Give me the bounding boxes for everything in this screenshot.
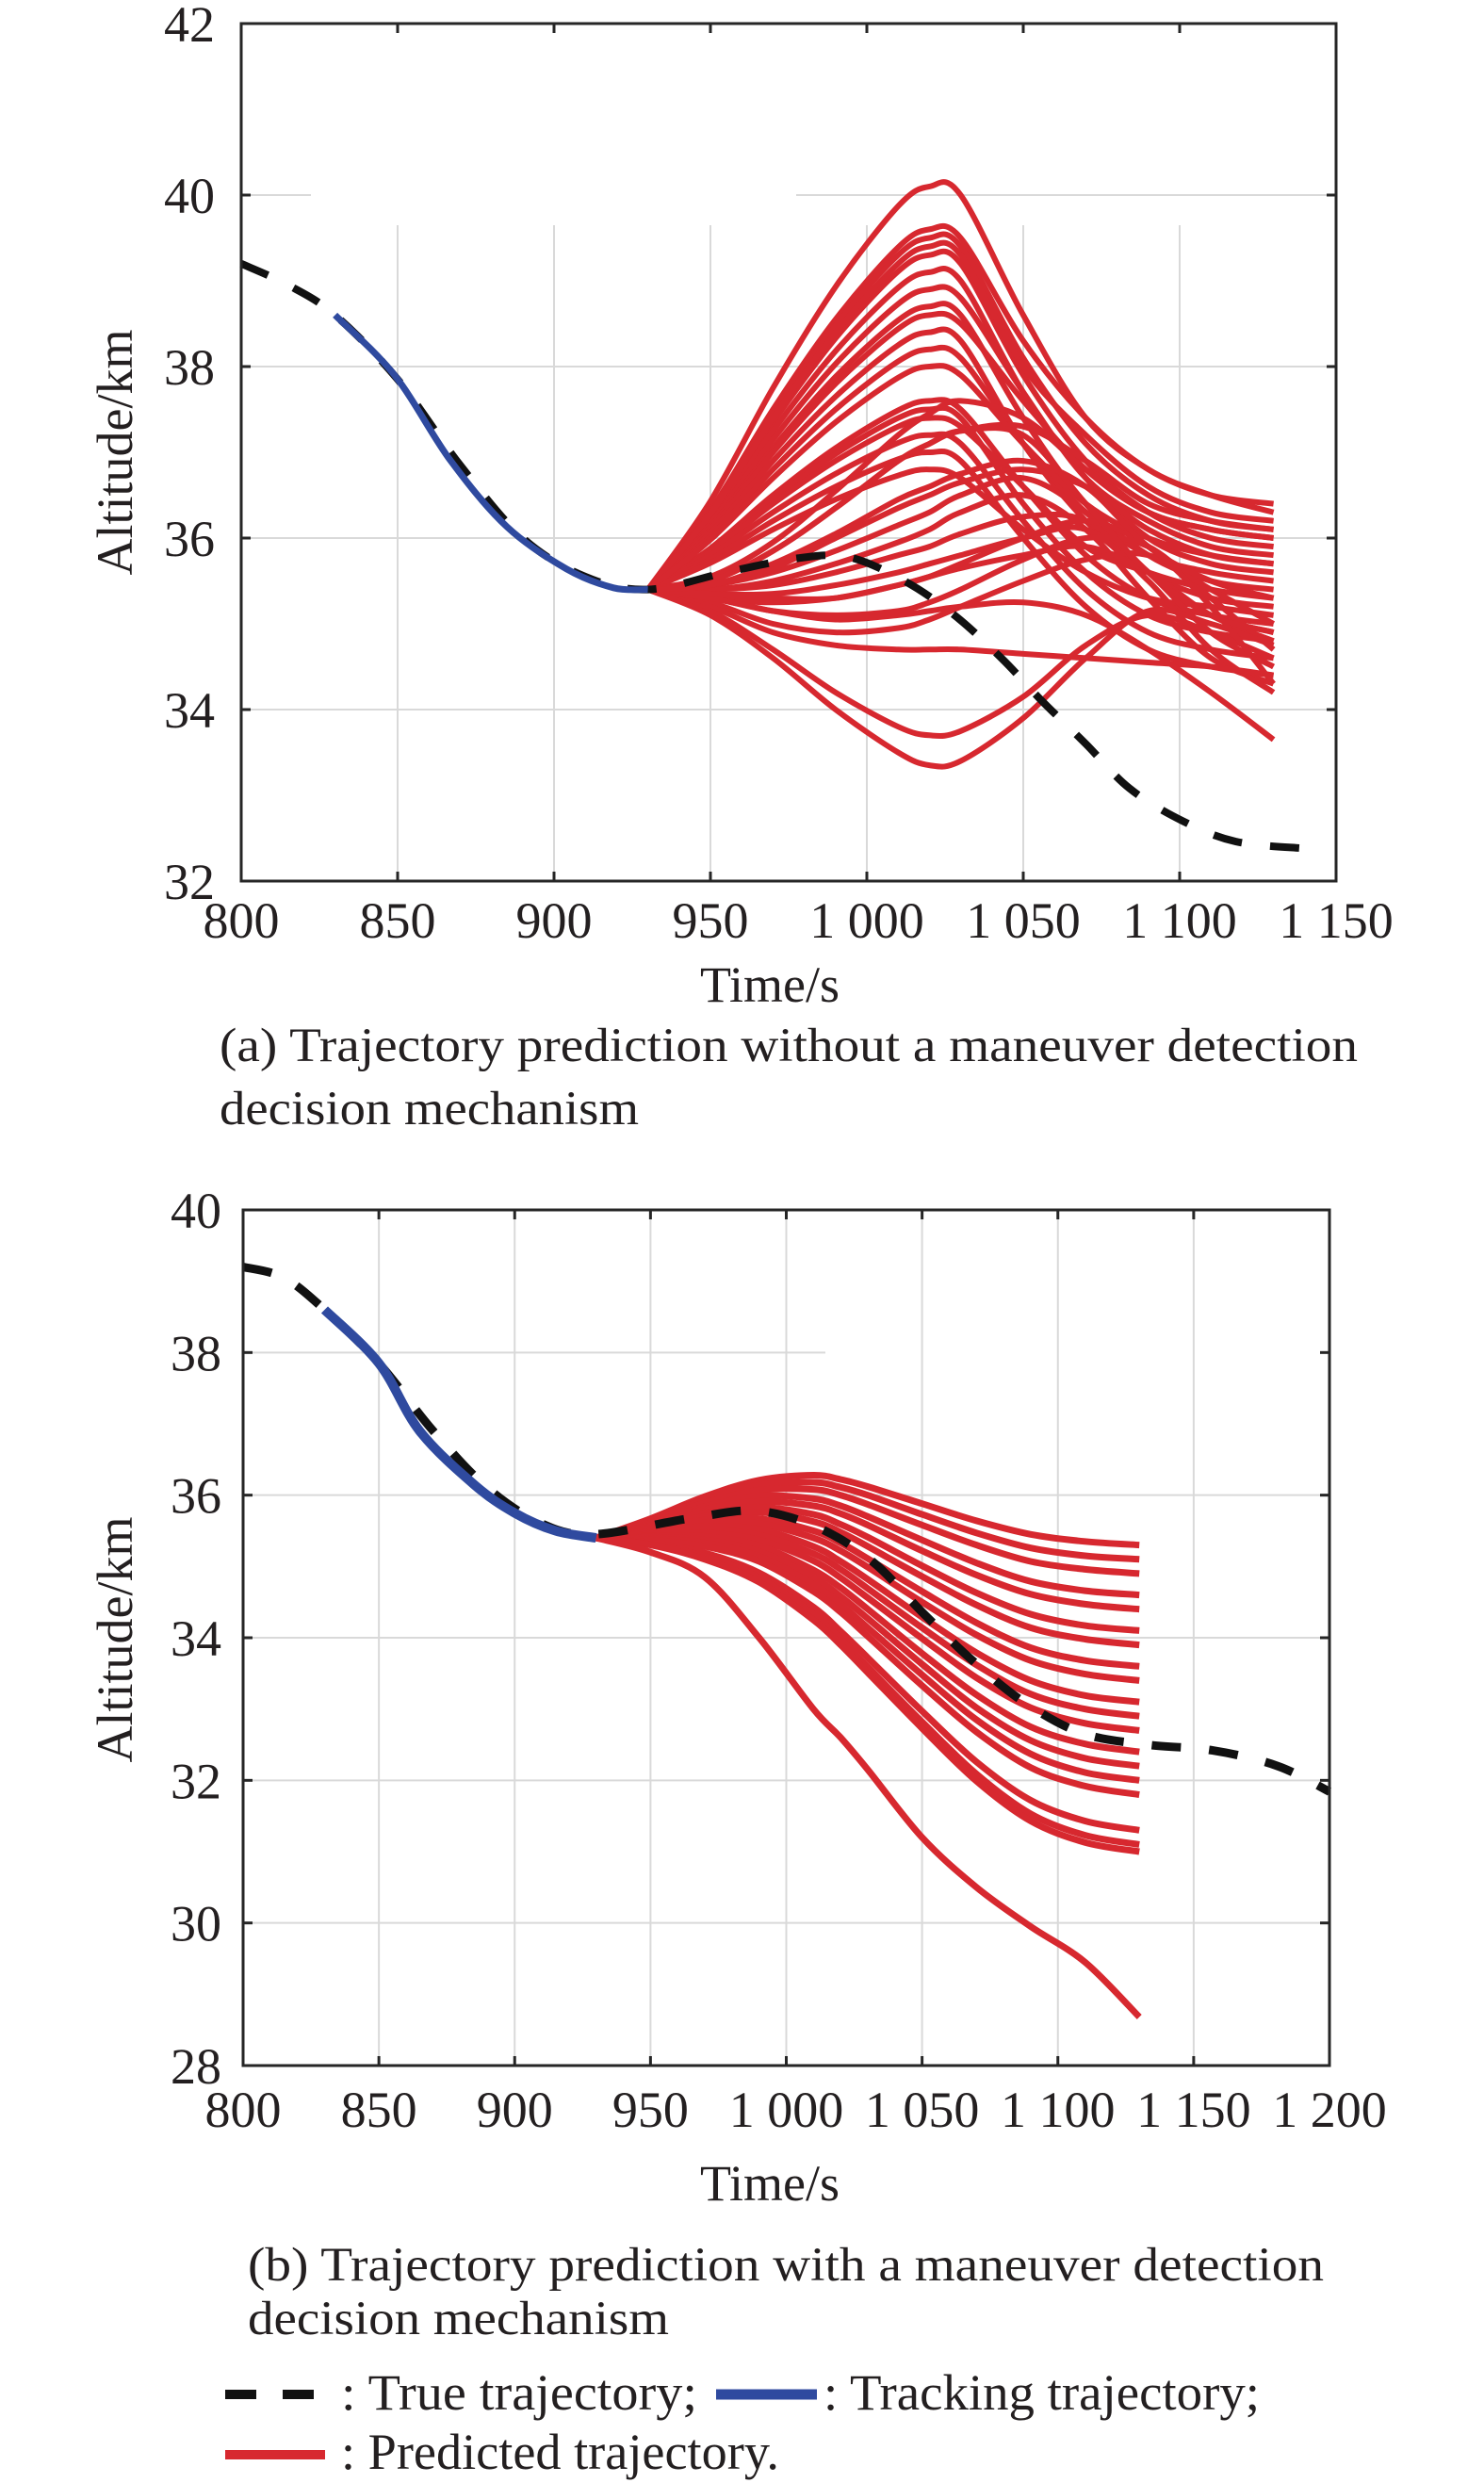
- legend: : True trajectory; : Tracking trajectory…: [225, 2364, 1260, 2480]
- predicted-trajectory-line: [645, 239, 1275, 592]
- legend-label-true-trajectory: : True trajectory;: [341, 2364, 697, 2421]
- predicted-trajectory-line: [595, 1503, 1140, 1634]
- y-axis-label-a: Altitude/km: [87, 330, 143, 576]
- predicted-trajectory-line: [645, 363, 1275, 592]
- caption-b-line-2: decision mechanism: [248, 2293, 669, 2345]
- tracking-trajectory-line: [333, 312, 648, 594]
- x-axis-label-a: Time/s: [700, 956, 840, 1013]
- y-tick-label: 38: [164, 339, 215, 396]
- caption-a-line-1: (a) Trajectory prediction without a mane…: [220, 1020, 1358, 1072]
- predicted-trajectory-line: [595, 1534, 1140, 1855]
- y-tick-label: 28: [171, 2038, 221, 2095]
- x-tick-label: 1 150: [1279, 892, 1394, 949]
- x-tick-label: 950: [673, 892, 749, 949]
- y-tick-label: 34: [164, 682, 215, 739]
- y-tick-label: 36: [171, 1468, 221, 1525]
- x-tick-label: 1 050: [865, 2082, 980, 2138]
- predicted-trajectory-line: [646, 586, 1275, 740]
- predicted-trajectory-line: [595, 1509, 1140, 1649]
- predicted-trajectory-line: [595, 1523, 1140, 1706]
- predicted-trajectory-line: [595, 1497, 1140, 1613]
- axes-box: [239, 22, 1338, 883]
- x-tick-label: 1 100: [1122, 892, 1237, 949]
- x-tick-label: 1 200: [1272, 2082, 1387, 2138]
- predicted-trajectory-line: [647, 517, 1276, 686]
- y-tick-label: 40: [164, 168, 215, 224]
- x-tick-label: 950: [612, 2082, 689, 2138]
- x-tick-label: 900: [477, 2082, 553, 2138]
- predicted-trajectory-line: [646, 586, 1275, 678]
- y-tick-label: 34: [171, 1610, 221, 1667]
- legend-label-predicted-trajectory: : Predicted trajectory.: [341, 2424, 779, 2480]
- y-tick-label: 32: [164, 854, 215, 910]
- caption-b-line-1: (b) Trajectory prediction with a maneuve…: [248, 2239, 1324, 2292]
- x-axis-label-b: Time/s: [700, 2155, 840, 2212]
- legend-item-tracking-trajectory: : Tracking trajectory;: [716, 2364, 1260, 2421]
- predicted-trajectory-line: [647, 524, 1276, 695]
- y-axis-label-b: Altitude/km: [87, 1517, 143, 1763]
- predicted-trajectory-line: [595, 1518, 1140, 1684]
- predicted-trajectory-line: [647, 586, 1276, 743]
- x-tick-label: 800: [205, 2082, 282, 2138]
- legend-item-true-trajectory: : True trajectory;: [225, 2364, 697, 2421]
- predicted-trajectory-series: [645, 179, 1276, 770]
- x-tick-label: 850: [341, 2082, 417, 2138]
- predicted-trajectory-line: [646, 431, 1275, 662]
- predicted-trajectory-line: [595, 1534, 1142, 2019]
- predicted-trajectory-line: [646, 466, 1275, 618]
- chart-panel-a: 800 850 900 950 1 000 1 050 1 100 1 150 32 34 36 38…: [164, 0, 1394, 949]
- predicted-trajectory-line: [595, 1534, 1140, 1798]
- predicted-trajectory-line: [646, 586, 1275, 770]
- x-tick-label: 1 050: [966, 892, 1081, 949]
- x-tick-label: 1 100: [1001, 2082, 1116, 2138]
- predicted-trajectory-line: [595, 1531, 1140, 1756]
- y-tick-label: 40: [171, 1183, 221, 1239]
- predicted-trajectory-line: [595, 1534, 1140, 1784]
- predicted-trajectory-line: [595, 1528, 1140, 1734]
- predicted-trajectory-line: [645, 284, 1275, 592]
- y-tick-label: 30: [171, 1896, 221, 1952]
- predicted-trajectory-series: [595, 1471, 1142, 2019]
- caption-a-line-2: decision mechanism: [220, 1083, 639, 1135]
- x-tick-label: 900: [516, 892, 593, 949]
- predicted-trajectory-line: [647, 425, 1275, 636]
- predicted-trajectory-line: [595, 1534, 1140, 1834]
- y-tick-label: 32: [171, 1753, 221, 1809]
- x-tick-label: 800: [204, 892, 280, 949]
- legend-label-tracking-trajectory: : Tracking trajectory;: [824, 2364, 1260, 2421]
- tracking-trajectory-line: [320, 1306, 597, 1544]
- x-tick-label: 1 000: [809, 892, 924, 949]
- y-tick-label: 38: [171, 1325, 221, 1381]
- predicted-trajectory-line: [646, 398, 1275, 593]
- chart-panel-b: 800 850 900 950 1 000 1 050 1 100 1 150 1 200 28 3…: [171, 1183, 1387, 2138]
- predicted-trajectory-line: [647, 466, 1275, 593]
- legend-item-predicted-trajectory: : Predicted trajectory.: [225, 2424, 779, 2480]
- x-tick-label: 1 000: [729, 2082, 844, 2138]
- y-tick-label: 36: [164, 511, 215, 567]
- y-tick-label: 42: [164, 0, 215, 53]
- predicted-trajectory-line: [646, 550, 1276, 636]
- x-tick-label: 850: [360, 892, 436, 949]
- x-tick-label: 1 150: [1136, 2082, 1251, 2138]
- true-trajectory-line: [239, 260, 1306, 853]
